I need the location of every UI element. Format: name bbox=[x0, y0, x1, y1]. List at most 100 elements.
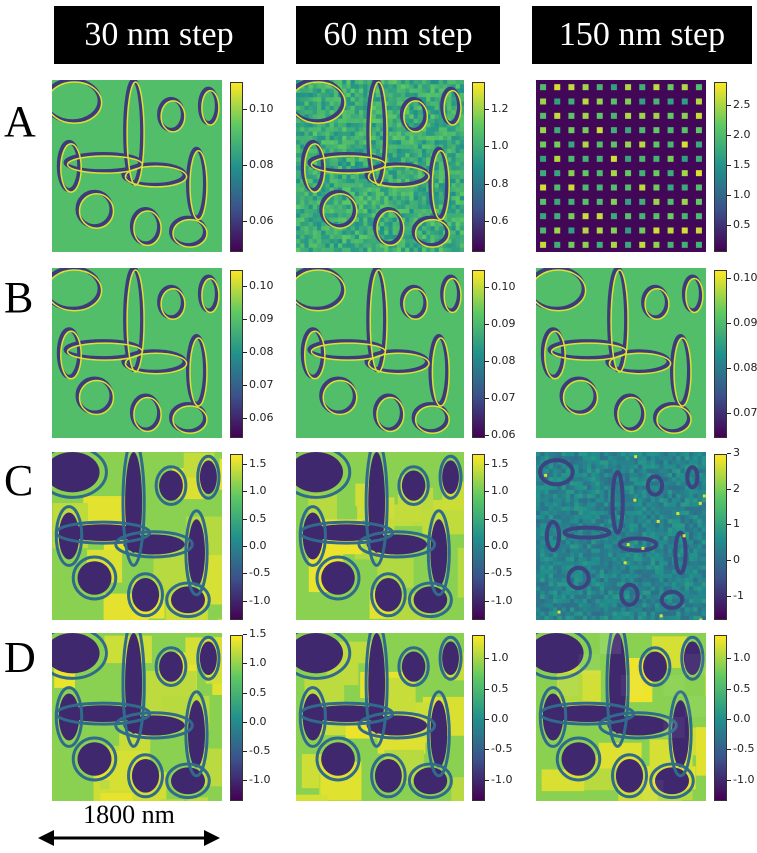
colorbar-tick-label: 0.08 bbox=[243, 158, 274, 171]
colorbar-tick-label: 2 bbox=[727, 481, 740, 495]
panel-d-3: 1.0 0.5 0.0 -0.5 -1.0 bbox=[536, 633, 757, 801]
panel-c-1: 1.5 1.0 0.5 0.0 -0.5 -1.0 bbox=[52, 452, 282, 620]
colorbar bbox=[230, 454, 243, 620]
colormap-image bbox=[536, 452, 706, 620]
heatmap bbox=[536, 633, 706, 801]
heatmap bbox=[296, 268, 464, 438]
colormap-image bbox=[52, 633, 222, 801]
colorbar-tick-label: -0.5 bbox=[242, 744, 271, 758]
panel-d-2: 1.0 0.5 0.0 -0.5 -1.0 bbox=[296, 633, 524, 801]
panel-c-2: 1.5 1.0 0.5 0.0 -0.5 -1.0 bbox=[296, 452, 524, 620]
colorbar bbox=[472, 635, 485, 801]
colorbar-tick-label: 0.06 bbox=[485, 428, 516, 441]
colorbar-tick-label: 1.0 bbox=[485, 651, 509, 665]
colorbar-tick-label: 0.10 bbox=[485, 280, 516, 294]
colorbar-tick-label: 2.0 bbox=[727, 128, 751, 141]
scale-bar-label: 1800 nm bbox=[83, 800, 175, 829]
colorbar-tick-label: 0.0 bbox=[485, 712, 509, 726]
colorbar-tick-label: 1.5 bbox=[727, 158, 751, 171]
panel-a-3: 2.5 2.0 1.5 1.0 0.5 bbox=[536, 80, 757, 252]
heatmap bbox=[52, 452, 222, 620]
colorbar-tick-label: 1.5 bbox=[243, 456, 267, 470]
colormap-image bbox=[296, 268, 464, 438]
colormap-image bbox=[296, 452, 464, 620]
heatmap bbox=[296, 80, 464, 252]
colorbar-tick-label: -0.5 bbox=[726, 742, 755, 756]
colorbar-tick-label: -0.5 bbox=[484, 566, 513, 580]
colorbar-tick-label: 0.07 bbox=[727, 405, 757, 419]
column-header-30nm: 30 nm step bbox=[54, 6, 264, 64]
colorbar-tick-label: 0.09 bbox=[727, 315, 757, 329]
colormap-image bbox=[52, 268, 222, 438]
colorbar-tick-label: 0.08 bbox=[727, 360, 757, 374]
colorbar-tick-label: 0.8 bbox=[485, 176, 509, 190]
row-label-b: B bbox=[4, 273, 34, 322]
colorbar bbox=[714, 635, 727, 801]
colorbar-tick-label: 1.0 bbox=[727, 188, 751, 201]
panel-a-2: 1.2 1.0 0.8 0.6 bbox=[296, 80, 524, 252]
colorbar-tick-label: 1.0 bbox=[243, 656, 267, 670]
colorbar bbox=[230, 270, 243, 438]
colormap-image bbox=[536, 80, 706, 252]
colorbar-tick-label: 0.07 bbox=[243, 378, 274, 392]
row-label-d: D bbox=[4, 633, 36, 682]
colorbar-tick-label: 0.0 bbox=[243, 714, 267, 728]
colorbar-tick-label: 0.10 bbox=[727, 270, 757, 284]
colorbar-tick-label: 1.0 bbox=[485, 139, 509, 153]
heatmap bbox=[536, 268, 706, 438]
row-label-a: A bbox=[4, 97, 36, 146]
panel-c-3: 3 2 1 0 -1 bbox=[536, 446, 757, 620]
colormap-image bbox=[52, 452, 222, 620]
heatmap bbox=[536, 80, 706, 252]
panel-b-2: 0.10 0.09 0.08 0.07 0.06 bbox=[296, 268, 524, 441]
colormap-image bbox=[536, 633, 706, 801]
panel-d-1: 1.5 1.0 0.5 0.0 -0.5 -1.0 bbox=[52, 627, 282, 801]
heatmap bbox=[52, 80, 222, 252]
colorbar-tick-label: 0.07 bbox=[485, 391, 516, 405]
heatmap bbox=[536, 452, 706, 620]
colorbar-tick-label: 0.5 bbox=[727, 218, 751, 231]
colorbar-tick-label: -1.0 bbox=[242, 593, 271, 607]
panel-a-1: 0.10 0.08 0.06 bbox=[52, 80, 282, 252]
colorbar-tick-label: 2.5 bbox=[727, 98, 751, 111]
colorbar-tick-label: 0.5 bbox=[727, 681, 751, 695]
colorbar-tick-label: -1.0 bbox=[726, 772, 755, 786]
colorbar-tick-label: -1.0 bbox=[484, 593, 513, 607]
colorbar-tick-label: -0.5 bbox=[242, 566, 271, 580]
colormap-image bbox=[296, 633, 464, 801]
colorbar-tick-label: 0.09 bbox=[485, 317, 516, 331]
colorbar-tick-label: 0.0 bbox=[243, 538, 267, 552]
colorbar-tick-label: 1.0 bbox=[243, 484, 267, 498]
panel-b-1: 0.10 0.09 0.08 0.07 0.06 bbox=[52, 268, 282, 438]
colorbar-tick-label: 1.2 bbox=[485, 102, 509, 115]
colorbar-tick-label: 0.0 bbox=[485, 538, 509, 552]
scale-bar: 1800 nm bbox=[38, 800, 220, 848]
colorbar bbox=[714, 270, 727, 438]
heatmap bbox=[52, 268, 222, 438]
colorbar-tick-label: 0.10 bbox=[243, 278, 274, 292]
colorbar-tick-label: 1.0 bbox=[485, 484, 509, 498]
colorbar-tick-label: -1.0 bbox=[242, 773, 271, 787]
colorbar-tick-label: 0.0 bbox=[727, 712, 751, 726]
colorbar-tick-label: 0.08 bbox=[243, 345, 274, 358]
colorbar-tick-label: 0.5 bbox=[485, 511, 509, 525]
colorbar-tick-label: -0.5 bbox=[484, 742, 513, 756]
colorbar bbox=[230, 82, 243, 252]
row-label-c: C bbox=[4, 456, 34, 505]
colorbar bbox=[714, 82, 727, 252]
colorbar-tick-label: 0.5 bbox=[485, 681, 509, 695]
colorbar-tick-label: 0.06 bbox=[243, 411, 274, 425]
colorbar-tick-label: 1.5 bbox=[485, 456, 509, 470]
colorbar bbox=[230, 635, 243, 801]
colorbar-tick-label: 0.5 bbox=[243, 685, 267, 699]
colormap-image bbox=[536, 268, 706, 438]
colorbar-tick-label: 0.6 bbox=[485, 214, 509, 227]
colorbar-tick-label: 1.0 bbox=[727, 651, 751, 665]
colorbar-tick-label: 0.10 bbox=[243, 102, 274, 115]
double-arrow-icon bbox=[38, 830, 220, 846]
colorbar-tick-label: 0.08 bbox=[485, 354, 516, 368]
colorbar bbox=[472, 454, 485, 620]
column-header-150nm: 150 nm step bbox=[532, 6, 752, 64]
colormap-image bbox=[296, 80, 464, 252]
colorbar-tick-label: 3 bbox=[727, 446, 740, 459]
